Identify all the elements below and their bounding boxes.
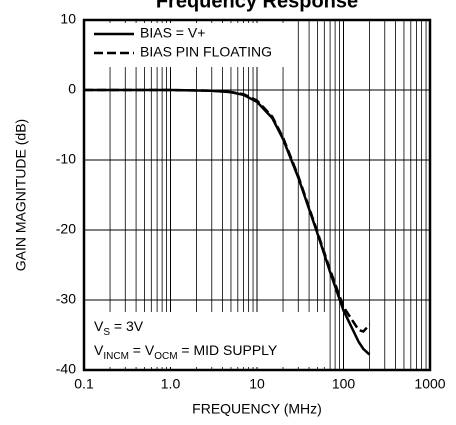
x-tick-label: 1000 — [414, 376, 445, 392]
legend-label: BIAS PIN FLOATING — [140, 44, 272, 60]
x-tick-label: 0.1 — [74, 376, 94, 392]
x-tick-label: 1.0 — [161, 376, 181, 392]
annotation-part: V — [94, 342, 104, 358]
y-tick-label: -10 — [56, 151, 76, 167]
x-tick-label: 100 — [332, 376, 356, 392]
annotation-part: OCM — [154, 351, 177, 362]
annotation-part: S — [103, 327, 110, 338]
series-line — [84, 88, 371, 333]
annotation-part: INCM — [103, 351, 129, 362]
annotation-part: = MID SUPPLY — [178, 342, 278, 358]
y-tick-label: -40 — [56, 361, 76, 377]
legend-label: BIAS = V+ — [140, 25, 205, 41]
x-axis-label: FREQUENCY (MHz) — [192, 401, 322, 417]
y-tick-label: 0 — [68, 81, 76, 97]
annotation-part: = V — [129, 342, 155, 358]
annotation: VS = 3V — [94, 318, 144, 338]
annotation: VINCM = VOCM = MID SUPPLY — [94, 342, 278, 362]
legend-box — [87, 23, 292, 67]
annotation-part: = 3V — [110, 318, 144, 334]
y-tick-label: -20 — [56, 221, 76, 237]
y-tick-label: -30 — [56, 291, 76, 307]
plot-frame — [82, 18, 432, 372]
y-axis-label: GAIN MAGNITUDE (dB) — [13, 119, 29, 271]
annotation-part: V — [94, 318, 104, 334]
y-tick-label: 10 — [60, 11, 76, 27]
chart-title: Frequency Response — [156, 0, 358, 12]
x-tick-label: 10 — [249, 376, 265, 392]
annotation-box — [87, 312, 327, 367]
